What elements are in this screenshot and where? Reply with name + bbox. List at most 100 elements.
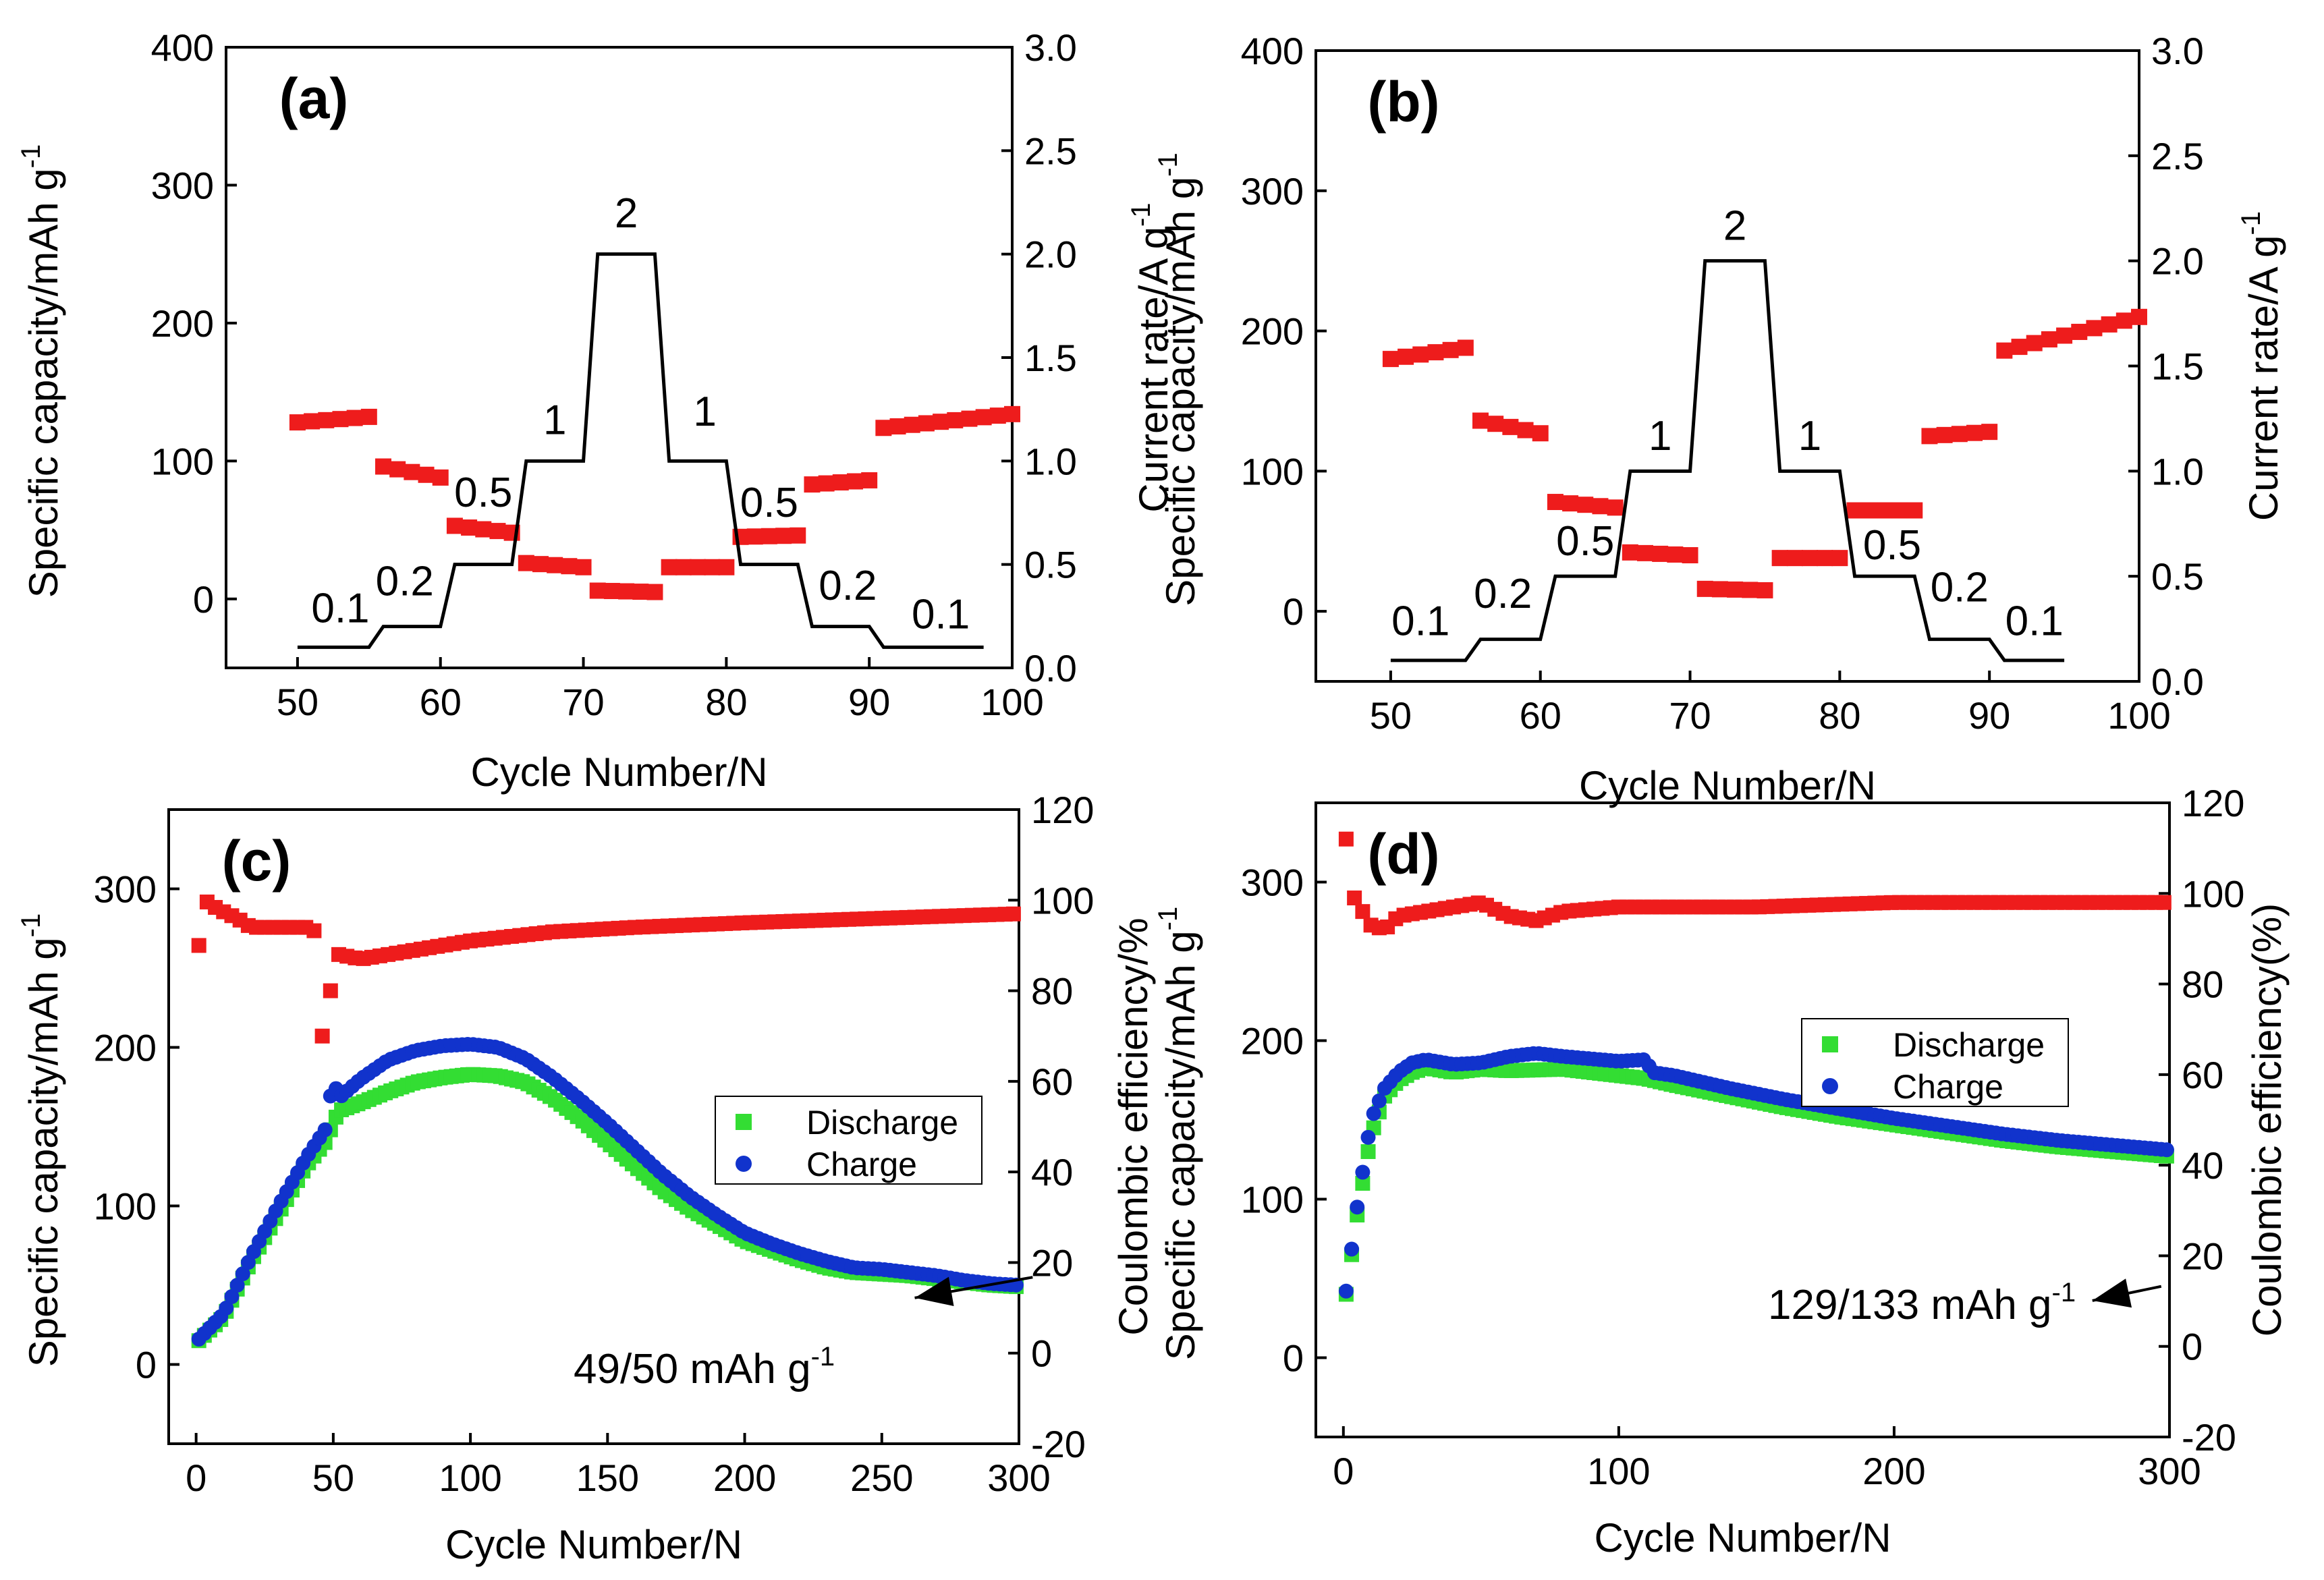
- y2-tick-label: 1.5: [1024, 337, 1077, 379]
- capacity-point: [918, 415, 935, 432]
- capacity-point: [661, 559, 677, 575]
- plot-frame: [225, 46, 1014, 669]
- y2-tick-label: 100: [1031, 879, 1094, 922]
- y-tick-label: 0: [1283, 1337, 1304, 1380]
- x-axis-label: Cycle Number/N: [1594, 1515, 1891, 1560]
- capacity-point: [618, 583, 635, 600]
- y-tick-label: 300: [151, 164, 214, 206]
- plot-frame: [1315, 801, 2171, 1438]
- x-tick-label: 50: [277, 681, 319, 723]
- y2-tick-label: 3.0: [1024, 26, 1077, 69]
- x-tick-label: 100: [439, 1457, 501, 1499]
- y2-tick-label: 2.0: [1024, 233, 1077, 276]
- x-tick-label: 70: [1669, 694, 1711, 737]
- capacity-point: [889, 418, 906, 434]
- capacity-point: [904, 416, 920, 433]
- capacity-point: [861, 472, 878, 488]
- panel-a: 50 60 70 80 90 100 0 100 200 300 400 0.0 0.5 1.0 1.5 2.…: [16, 26, 1176, 795]
- capacity-point: [489, 523, 506, 540]
- efficiency-point: [191, 938, 206, 953]
- y2-axis-label: Coulombic efficiency/%: [1111, 918, 1156, 1335]
- rate-label: 1: [543, 397, 566, 443]
- capacity-point: [975, 409, 992, 426]
- y2-tick-label: 2.5: [2151, 135, 2204, 177]
- efficiency-point: [323, 983, 338, 998]
- capacity-point: [1517, 422, 1534, 439]
- charge-point: [1371, 1093, 1387, 1108]
- y2-tick-label: 1.5: [2151, 345, 2204, 388]
- capacity-point: [2071, 323, 2088, 340]
- capacity-point: [718, 559, 735, 575]
- y-axis-label: Specific capacity/mAh g-1: [16, 913, 66, 1367]
- x-tick-label: 100: [1587, 1450, 1650, 1492]
- x-tick-label: 50: [312, 1457, 354, 1499]
- rate-label: 0.2: [1931, 565, 1989, 611]
- capacity-point: [947, 412, 964, 428]
- capacity-point: [1921, 428, 1938, 445]
- charge-point: [317, 1122, 333, 1137]
- y-axis-label-main: Specific capacity/mAh g: [1158, 930, 1203, 1360]
- capacity-point: [346, 410, 363, 426]
- legend-label-charge: Charge: [1893, 1068, 2003, 1106]
- y2-tick-label: 2.5: [1024, 130, 1077, 172]
- x-tick-label: 0: [1333, 1450, 1354, 1492]
- rate-label: 1: [1798, 413, 1821, 459]
- y2-tick-label: 0.0: [1024, 647, 1077, 689]
- capacity-point: [632, 584, 649, 600]
- rate-label: 0.2: [376, 559, 434, 605]
- y-axis-label-main: Specific capacity/mAh g: [21, 937, 66, 1367]
- x-tick-label: 0: [186, 1457, 206, 1499]
- capacity-point: [1981, 424, 1998, 441]
- capacity-point: [1382, 351, 1399, 368]
- capacity-point: [1682, 547, 1698, 563]
- y2-tick-label: 80: [2182, 963, 2223, 1006]
- efficiency-point: [1347, 891, 1362, 905]
- capacity-annotation: 129/133 mAh g-1: [1768, 1278, 2076, 1328]
- capacity-point: [1742, 582, 1759, 598]
- capacity-point: [2026, 335, 2043, 351]
- capacity-point: [1951, 426, 1968, 443]
- x-tick-label: 60: [1520, 694, 1561, 737]
- capacity-point: [690, 559, 706, 575]
- capacity-point: [360, 408, 377, 425]
- y-tick-label: 200: [94, 1027, 157, 1069]
- y2-axis-label-sup: -1: [1126, 202, 1156, 227]
- capacity-point: [1652, 545, 1669, 562]
- annotation-arrow-head: [2092, 1278, 2132, 1308]
- capacity-point: [2115, 312, 2132, 329]
- y2-tick-label: 100: [2182, 872, 2244, 915]
- capacity-point: [1472, 412, 1489, 429]
- capacity-point: [389, 461, 406, 478]
- y-axis-label: Specific capacity/mAh g-1: [16, 144, 66, 598]
- rate-label: 2: [1723, 203, 1746, 250]
- capacity-annotation-main: 49/50 mAh g: [574, 1346, 811, 1392]
- charge-point: [229, 1278, 245, 1293]
- y-axis-label-sup: -1: [1153, 152, 1183, 177]
- capacity-annotation-sup: -1: [2052, 1278, 2076, 1307]
- capacity-point: [547, 557, 563, 573]
- capacity-point: [475, 521, 492, 538]
- capacity-point: [961, 410, 978, 427]
- y-axis-label-sup: -1: [1153, 907, 1183, 931]
- y-axis-label-sup: -1: [16, 144, 46, 169]
- capacity-point: [1442, 341, 1459, 358]
- y2-tick-label: 1.0: [2151, 450, 2204, 492]
- rate-label: 0.1: [912, 592, 970, 638]
- capacity-point: [1502, 418, 1519, 435]
- rate-label: 0.5: [740, 480, 798, 526]
- efficiency-point: [314, 1028, 330, 1044]
- y-tick-label: 400: [1241, 30, 1304, 72]
- x-axis-label: Cycle Number/N: [470, 750, 767, 795]
- y2-tick-label: 0: [1031, 1332, 1052, 1375]
- y2-axis-label-main: Current rate/A g: [1131, 227, 1176, 513]
- charge-point: [1360, 1129, 1376, 1145]
- panel-label: (c): [222, 829, 292, 893]
- capacity-point: [1577, 497, 1594, 513]
- capacity-point: [1727, 581, 1744, 598]
- y-tick-label: 200: [1241, 1020, 1304, 1063]
- capacity-point: [2086, 320, 2103, 337]
- discharge-point: [1360, 1144, 1376, 1159]
- y2-tick-label: 120: [2182, 782, 2244, 824]
- capacity-point: [461, 519, 478, 536]
- y2-tick-label: 40: [2182, 1144, 2223, 1187]
